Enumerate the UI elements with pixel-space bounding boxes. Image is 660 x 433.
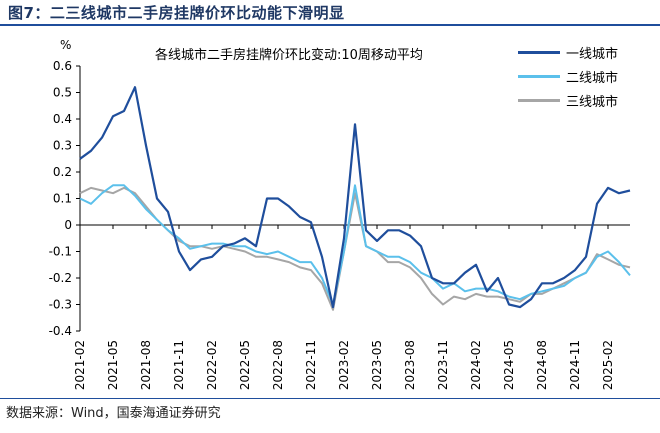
legend-label-tier3: 三线城市	[566, 94, 619, 110]
x-tick-label: 2023-05	[370, 340, 384, 390]
legend-swatch-tier3	[518, 98, 560, 102]
x-tick-label: 2022-02	[205, 340, 219, 390]
y-tick-label: 0.1	[53, 192, 72, 206]
y-tick-label: 0.3	[53, 139, 72, 153]
x-tick-label: 2022-08	[271, 340, 285, 390]
source-rule	[0, 398, 660, 399]
figure-title: 图7：二三线城市二手房挂牌价环比动能下滑明显	[8, 4, 345, 22]
x-tick-label: 2024-08	[535, 340, 549, 390]
legend-item-tier2: 二线城市	[518, 64, 618, 88]
y-tick-label: 0.6	[53, 59, 72, 73]
x-tick-label: 2021-08	[139, 340, 153, 390]
y-tick-label: 0.4	[53, 112, 72, 126]
chart-legend: 一线城市 二线城市 三线城市	[518, 40, 618, 112]
legend-label-tier1: 一线城市	[566, 46, 619, 62]
x-tick-label: 2023-11	[436, 340, 450, 390]
y-tick-label: 0.2	[53, 165, 72, 179]
x-tick-label: 2023-02	[337, 340, 351, 390]
x-tick-label: 2021-05	[106, 340, 120, 390]
series-line-1	[79, 86, 631, 309]
x-tick-label: 2022-05	[238, 340, 252, 390]
x-tick-label: 2023-08	[403, 340, 417, 390]
legend-item-tier1: 一线城市	[518, 40, 618, 64]
x-tick-label: 2021-02	[73, 340, 87, 390]
title-rule	[0, 24, 660, 26]
source-note: 数据来源：Wind，国泰海通证券研究	[6, 406, 221, 421]
legend-swatch-tier2	[518, 74, 560, 78]
chart-subtitle: 各线城市二手房挂牌价环比变动:10周移动平均	[155, 48, 423, 63]
x-tick-label: 2022-11	[304, 340, 318, 390]
legend-swatch-tier1	[518, 50, 560, 54]
legend-item-tier3: 三线城市	[518, 88, 618, 112]
x-tick-label: 2025-02	[601, 340, 615, 390]
x-tick-label: 2024-02	[469, 340, 483, 390]
y-tick-label: -0.2	[49, 271, 72, 285]
legend-label-tier2: 二线城市	[566, 70, 619, 86]
y-tick-label: 0.5	[53, 86, 72, 100]
y-tick-label: -0.4	[49, 324, 72, 338]
y-tick-label: -0.3	[49, 298, 72, 312]
x-tick-label: 2021-11	[172, 340, 186, 390]
x-tick-label: 2024-05	[502, 340, 516, 390]
y-tick-label: 0	[64, 218, 72, 232]
y-axis-unit-label: %	[60, 38, 72, 52]
x-tick-label: 2024-11	[568, 340, 582, 390]
y-tick-label: -0.1	[49, 245, 72, 259]
line-chart: 0.60.50.40.30.20.10-0.1-0.2-0.3-0.42021-…	[49, 59, 631, 390]
series-line-2	[79, 184, 631, 306]
